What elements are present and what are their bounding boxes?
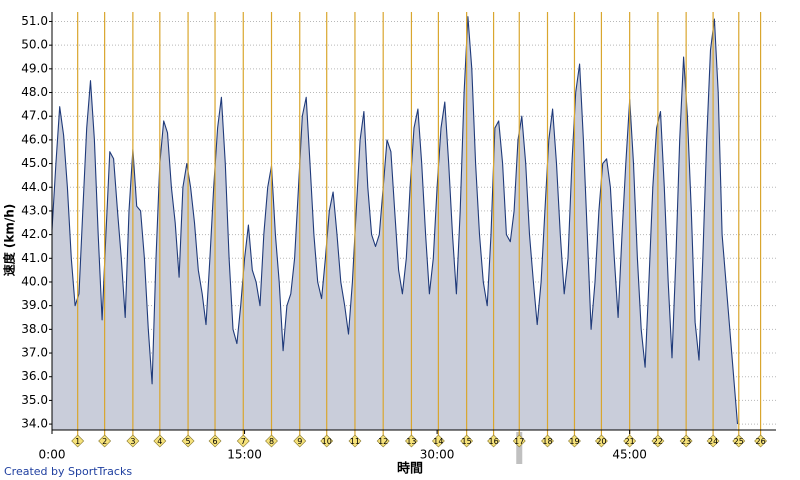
y-tick-label: 34.0: [21, 417, 48, 431]
lap-label: 24: [708, 437, 718, 446]
lap-label: 11: [350, 437, 360, 446]
lap-label: 18: [542, 437, 552, 446]
speed-area: [52, 16, 738, 430]
lap-diamond: [405, 434, 418, 448]
lap-diamond: [126, 434, 140, 448]
y-tick-label: 45.0: [21, 156, 48, 170]
lap-label: 12: [378, 437, 388, 446]
lap-diamond: [568, 434, 581, 448]
lap-diamond: [541, 434, 554, 448]
lap-label: 17: [514, 437, 524, 446]
lap-label: 14: [433, 437, 443, 446]
lap-diamond: [754, 434, 768, 448]
lap-diamond: [732, 434, 746, 448]
lap-label: 6: [212, 437, 217, 446]
lap-diamond: [623, 434, 637, 448]
lap-label: 15: [462, 437, 472, 446]
lap-diamond: [706, 434, 720, 448]
lap-label: 13: [406, 437, 416, 446]
lap-label: 5: [186, 437, 191, 446]
lap-label: 26: [756, 437, 766, 446]
y-tick-label: 44.0: [21, 180, 48, 194]
lap-label: 10: [322, 437, 332, 446]
lap-diamond: [181, 434, 195, 448]
lap-diamond: [208, 434, 222, 448]
y-tick-label: 46.0: [21, 132, 48, 146]
lap-label: 21: [625, 437, 635, 446]
lap-label: 20: [596, 437, 606, 446]
lap-diamond: [153, 434, 167, 448]
lap-diamond: [679, 434, 693, 448]
lap-diamond: [594, 434, 608, 448]
y-tick-label: 42.0: [21, 227, 48, 241]
y-tick-label: 40.0: [21, 274, 48, 288]
lap-diamond: [348, 434, 362, 448]
lap-label: 7: [241, 437, 246, 446]
lap-label: 25: [734, 437, 744, 446]
lap-diamond: [512, 434, 526, 448]
lap-diamond: [265, 434, 278, 448]
y-tick-label: 38.0: [21, 322, 48, 336]
lap-diamond: [293, 434, 307, 448]
lap-label: 8: [269, 437, 274, 446]
lap-label: 4: [157, 437, 162, 446]
x-tick-label: 0:00: [39, 448, 66, 462]
y-tick-label: 36.0: [21, 369, 48, 383]
lap-diamond: [487, 434, 501, 448]
lap-label: 2: [102, 437, 107, 446]
y-tick-label: 49.0: [21, 61, 48, 75]
selected-lap: [516, 432, 523, 464]
x-tick-label: 30:00: [420, 448, 455, 462]
lap-diamond: [320, 434, 334, 448]
y-tick-label: 39.0: [21, 298, 48, 312]
y-tick-label: 51.0: [21, 14, 48, 28]
lap-label: 16: [488, 437, 498, 446]
x-tick-label: 45:00: [612, 448, 647, 462]
y-tick-label: 41.0: [21, 251, 48, 265]
lap-diamond: [236, 434, 250, 448]
lap-label: 22: [653, 437, 663, 446]
lap-diamond: [98, 434, 112, 448]
y-axis-title: 速度 (km/h): [2, 204, 17, 277]
lap-diamond: [460, 434, 474, 448]
lap-label: 19: [569, 437, 579, 446]
x-axis-title: 時間: [397, 461, 423, 477]
lap-label: 23: [681, 437, 691, 446]
y-tick-label: 35.0: [21, 393, 48, 407]
y-tick-label: 43.0: [21, 203, 48, 217]
lap-label: 1: [75, 437, 80, 446]
footer: Created by SportTracks: [4, 465, 132, 478]
y-tick-label: 37.0: [21, 346, 48, 360]
lap-diamond: [651, 434, 665, 448]
y-tick-label: 50.0: [21, 38, 48, 52]
lap-diamond: [431, 434, 445, 448]
y-tick-label: 47.0: [21, 109, 48, 123]
lap-label: 3: [130, 437, 135, 446]
lap-label: 9: [297, 437, 302, 446]
lap-diamond: [376, 434, 390, 448]
speed-line: [51, 16, 739, 425]
x-tick-label: 15:00: [227, 448, 262, 462]
y-tick-label: 48.0: [21, 85, 48, 99]
lap-diamond: [71, 434, 85, 448]
